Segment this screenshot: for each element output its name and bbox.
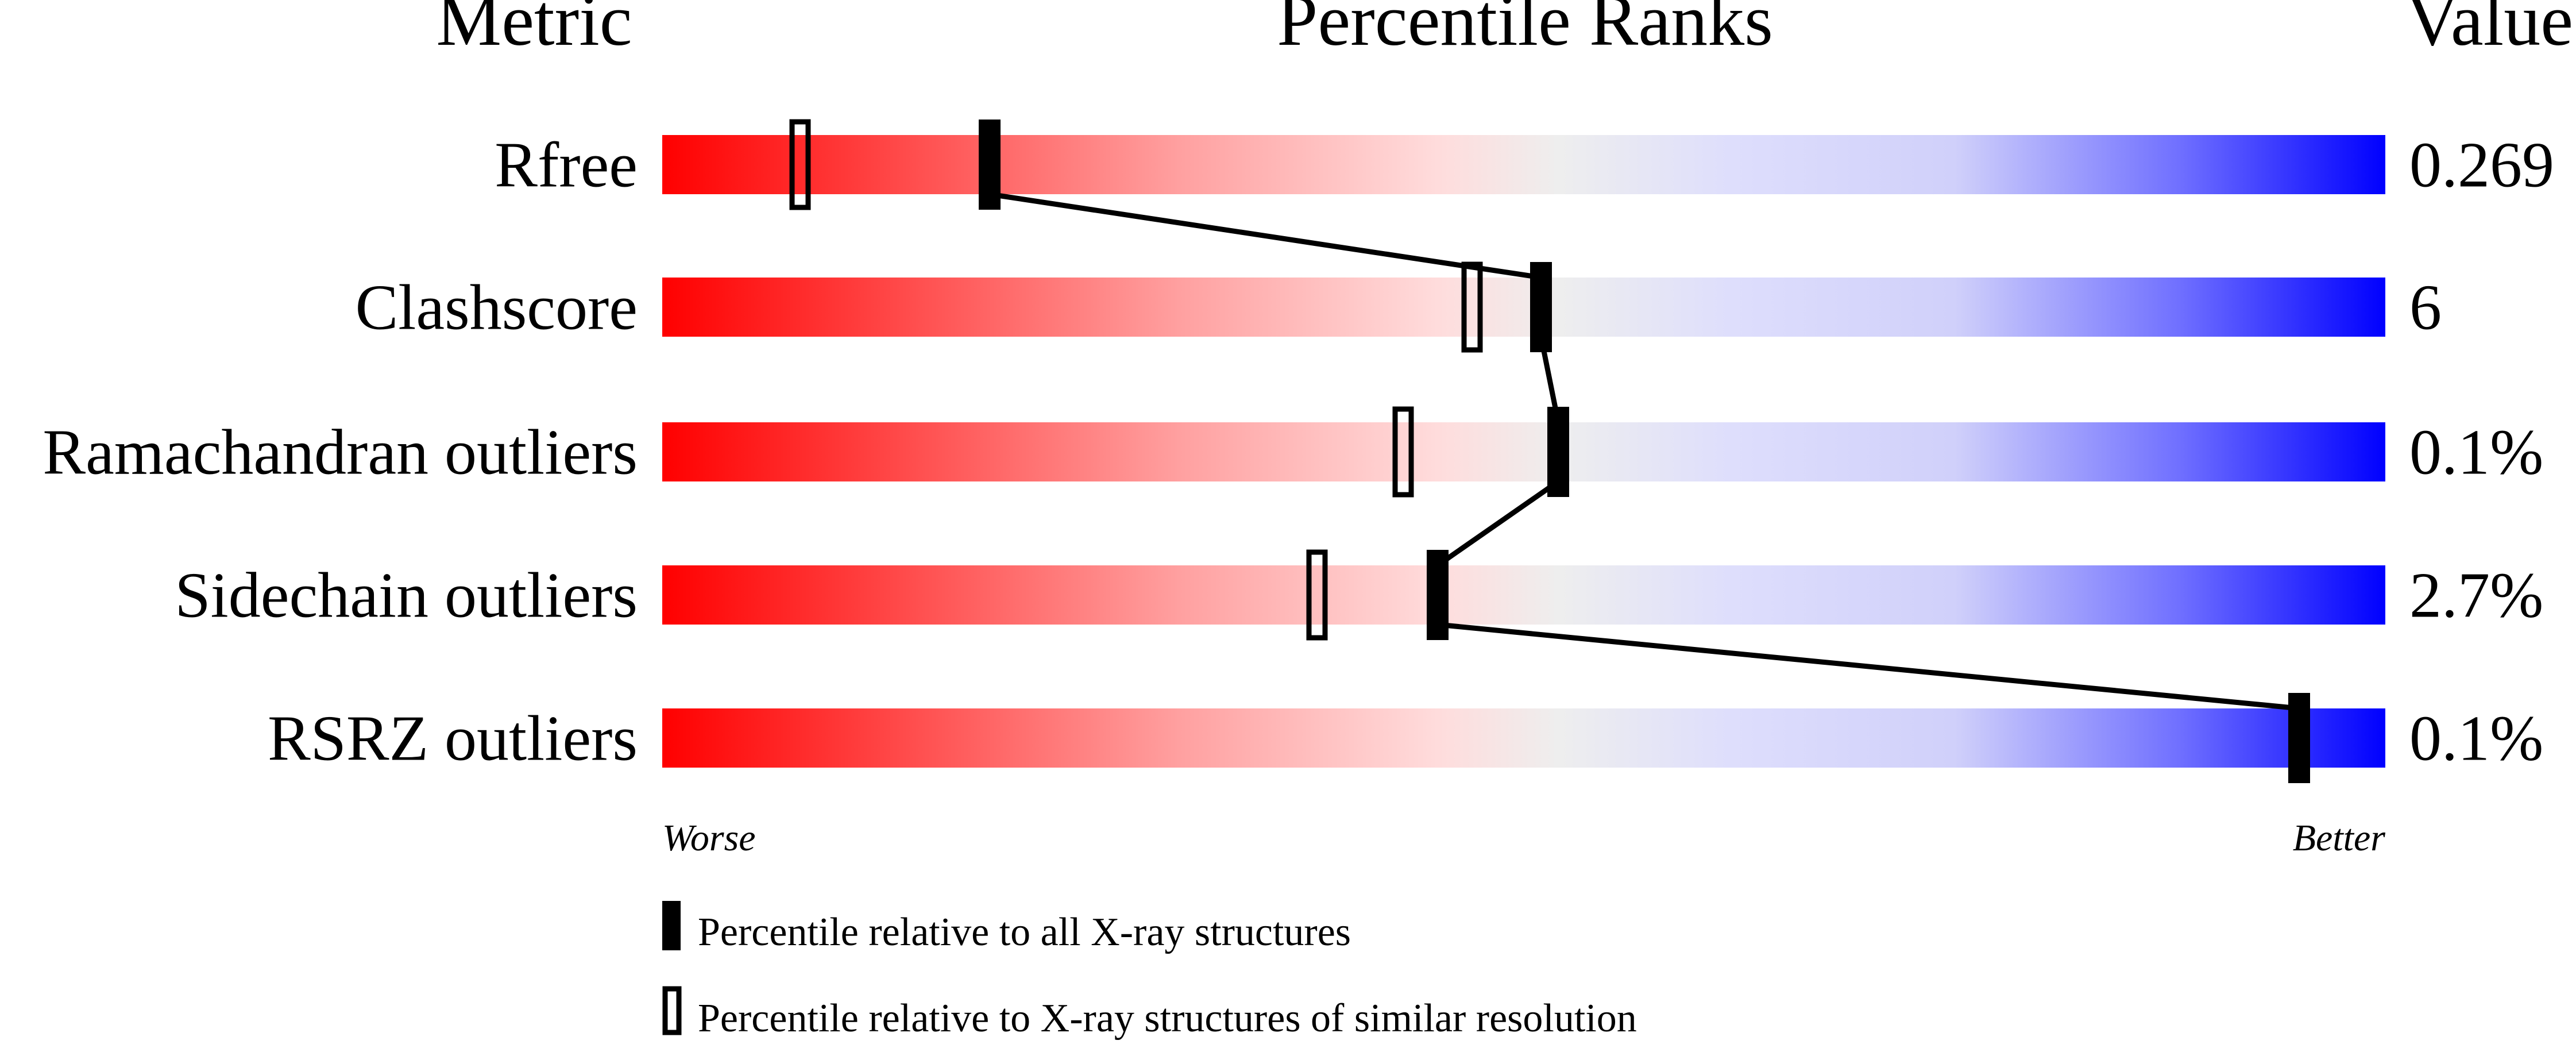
similar-resolution-marker: [1306, 549, 1328, 641]
metric-label: Ramachandran outliers: [43, 417, 638, 488]
percentile-bar: [662, 278, 2385, 337]
percentile-bar: [662, 565, 2385, 625]
metric-value: 0.269: [2409, 130, 2554, 201]
similar-resolution-marker: [789, 119, 811, 210]
metric-value: 0.1%: [2409, 417, 2543, 488]
header-metric: Metric: [436, 0, 632, 61]
metric-label: Sidechain outliers: [175, 560, 638, 631]
similar-resolution-marker: [1392, 406, 1414, 498]
all-structures-marker: [1547, 407, 1569, 497]
metric-label: RSRZ outliers: [268, 703, 638, 775]
all-structures-marker: [2288, 693, 2310, 783]
markers: [789, 119, 2310, 783]
metric-value: 6: [2409, 272, 2442, 344]
axis-label-better: Better: [2293, 817, 2386, 859]
percentile-bar: [662, 422, 2385, 481]
all-structures-marker: [1530, 262, 1552, 352]
axis-label-worse: Worse: [662, 817, 756, 859]
percentile-bar: [662, 135, 2385, 194]
metric-label: Rfree: [495, 130, 638, 201]
all-structures-marker: [1427, 550, 1449, 640]
metric-value: 2.7%: [2409, 560, 2543, 631]
header-percentile-ranks: Percentile Ranks: [1277, 0, 1773, 61]
percentile-bar: [662, 708, 2385, 768]
metric-value: 0.1%: [2409, 703, 2543, 775]
legend-label-similar: Percentile relative to X-ray structures …: [698, 996, 1637, 1041]
legend-label-all: Percentile relative to all X-ray structu…: [698, 910, 1351, 954]
metric-label: Clashscore: [356, 272, 638, 344]
rows: Rfree 0.269 Clashscore 6 Ramachandran outlie…: [43, 130, 2554, 775]
similar-resolution-marker: [1461, 261, 1483, 353]
legend-open-marker-rect: [662, 986, 682, 1035]
legend-filled-marker: [662, 901, 681, 950]
all-structures-marker: [979, 120, 1001, 210]
header-value: Value: [2406, 0, 2573, 61]
